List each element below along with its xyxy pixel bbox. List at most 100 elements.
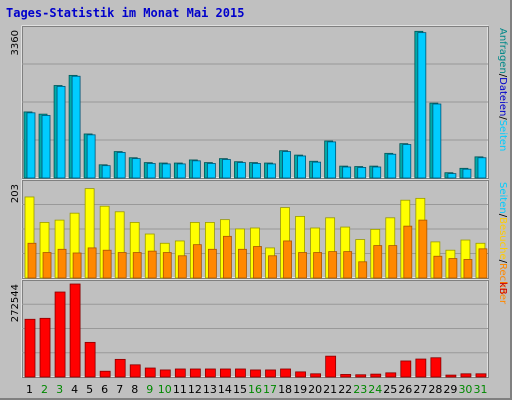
bar-kb	[250, 369, 261, 378]
x-tick-label: 19	[293, 383, 307, 396]
bar-dateien	[146, 163, 156, 179]
bar-dateien	[387, 153, 397, 179]
bar-dateien	[41, 115, 51, 179]
bar-rechner	[373, 245, 383, 279]
bar-dateien	[297, 155, 306, 179]
legend-entry: Besuche	[497, 217, 508, 260]
bar-kb	[24, 318, 36, 378]
x-tick-label: 10	[158, 383, 172, 396]
legend-label: kB	[497, 282, 508, 295]
x-tick-label: 9	[146, 383, 153, 396]
bar-kb	[295, 371, 306, 378]
x-tick-label: 11	[173, 383, 187, 396]
bar-dateien	[282, 151, 291, 179]
y-max-label: 203	[10, 184, 21, 203]
bar-rechner	[478, 248, 488, 279]
bar-rechner	[102, 249, 112, 279]
x-tick-label: 12	[188, 383, 202, 396]
bar-kb	[355, 374, 367, 378]
bar-rechner	[403, 225, 413, 279]
bar-kb	[54, 291, 66, 378]
bar-dateien	[327, 141, 337, 179]
x-tick-label: 15	[233, 383, 247, 396]
bar-dateien	[131, 158, 141, 179]
bar-rechner	[358, 261, 368, 279]
x-tick-label: 17	[263, 383, 277, 396]
bar-dateien	[116, 152, 126, 179]
bar-kb	[99, 370, 111, 378]
x-tick-label: 13	[203, 383, 217, 396]
x-tick-label: 23	[353, 383, 367, 396]
bar-dateien	[462, 168, 472, 179]
x-tick-label: 28	[428, 383, 442, 396]
bar-kb	[159, 369, 171, 378]
legend-entry: Anfragen	[497, 28, 508, 74]
bar-kb	[144, 367, 156, 378]
x-tick-label: 26	[398, 383, 412, 396]
bar-dateien	[86, 134, 96, 179]
x-tick-label: 24	[368, 383, 382, 396]
x-tick-label: 31	[473, 383, 487, 396]
bar-rechner	[238, 248, 247, 279]
bar-rechner	[87, 247, 97, 279]
bar-rechner	[313, 252, 323, 279]
bar-rechner	[388, 245, 398, 279]
x-tick-label: 14	[218, 383, 232, 396]
bar-dateien	[342, 166, 352, 179]
bar-rechner	[418, 219, 428, 279]
x-tick-label: 20	[308, 383, 322, 396]
bar-dateien	[222, 159, 231, 179]
bar-kb	[340, 374, 352, 378]
y-max-label: 272544	[10, 284, 21, 322]
bar-dateien	[252, 163, 261, 179]
bar-kb	[174, 368, 186, 378]
x-tick-label: 18	[278, 383, 292, 396]
bar-dateien	[312, 161, 322, 179]
bar-dateien	[206, 163, 216, 179]
bar-kb	[114, 358, 126, 378]
legend-entry: Dateien	[497, 77, 508, 116]
bar-dateien	[372, 166, 382, 179]
bar-kb	[69, 283, 81, 378]
x-tick-label: 4	[71, 383, 78, 396]
bar-dateien	[417, 32, 427, 179]
bar-rechner	[463, 259, 473, 279]
bar-kb	[370, 373, 382, 378]
bar-rechner	[177, 255, 187, 279]
x-tick-label: 16	[248, 383, 262, 396]
bar-rechner	[283, 240, 292, 279]
bar-dateien	[237, 162, 246, 179]
bar-dateien	[447, 173, 457, 179]
legend-entry: /	[497, 116, 508, 120]
bar-rechner	[162, 252, 172, 279]
bar-kb	[415, 358, 427, 378]
bar-kb	[129, 364, 141, 378]
bar-kb	[280, 368, 291, 378]
bar-kb	[460, 373, 472, 378]
bar-rechner	[72, 252, 82, 279]
bar-dateien	[71, 75, 81, 179]
x-tick-label: 30	[458, 383, 472, 396]
x-tick-label: 8	[131, 383, 138, 396]
bar-dateien	[26, 112, 36, 179]
bar-kb	[235, 368, 246, 378]
bar-kb	[220, 368, 231, 378]
bar-rechner	[132, 252, 142, 279]
x-tick-label: 21	[323, 383, 337, 396]
legend-label: Seiten/Besuche/Rechner	[497, 182, 508, 305]
legend-entry: Seiten	[497, 182, 508, 214]
bar-kb	[445, 374, 457, 378]
bar-rechner	[328, 251, 338, 279]
bar-dateien	[191, 160, 201, 179]
bar-rechner	[42, 252, 52, 279]
bar-rechner	[207, 248, 217, 279]
x-tick-label: 5	[86, 383, 93, 396]
bar-kb	[430, 357, 442, 378]
bar-rechner	[192, 244, 202, 279]
bar-kb	[400, 360, 412, 378]
bar-rechner	[298, 252, 307, 279]
bar-dateien	[432, 103, 442, 179]
x-tick-label: 7	[116, 383, 123, 396]
